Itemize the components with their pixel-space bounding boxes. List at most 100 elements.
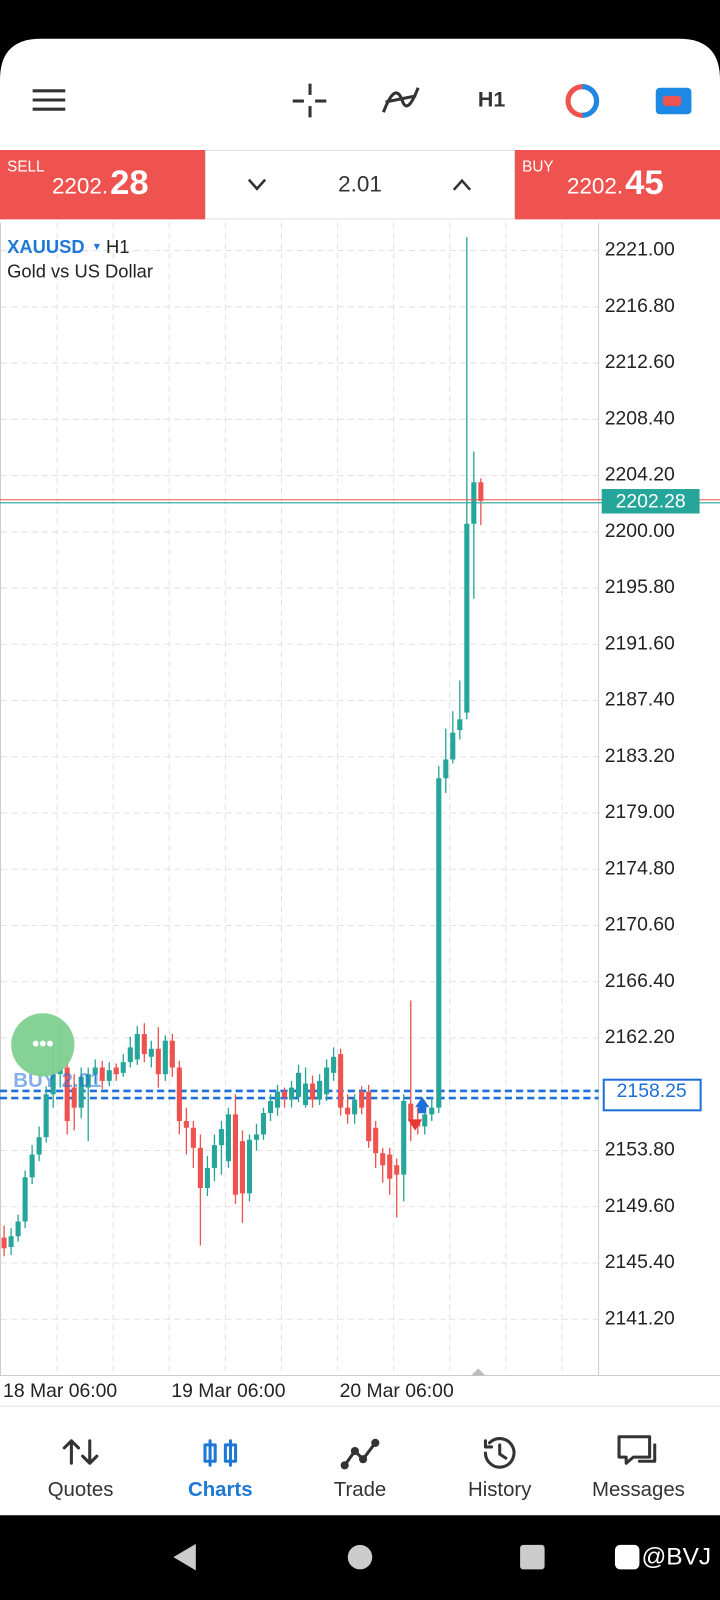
indicators-button[interactable] bbox=[382, 87, 420, 113]
candle-body bbox=[141, 1034, 147, 1055]
candle-body bbox=[429, 1107, 435, 1115]
bid-label-box bbox=[601, 489, 700, 514]
nav-label[interactable]: History bbox=[468, 1479, 532, 1501]
candle-body bbox=[176, 1067, 182, 1122]
chart-description: Gold vs US Dollar bbox=[7, 260, 153, 281]
candle-body bbox=[36, 1137, 42, 1155]
nav-label[interactable]: Quotes bbox=[48, 1479, 114, 1501]
candle-body bbox=[120, 1062, 126, 1073]
candle-body bbox=[401, 1100, 407, 1175]
symbol[interactable]: XAUUSD bbox=[7, 236, 85, 257]
candle-body bbox=[232, 1114, 239, 1195]
crosshair-button[interactable] bbox=[292, 83, 327, 118]
candle-body bbox=[274, 1091, 281, 1108]
y-tick-label: 2187.40 bbox=[605, 689, 675, 711]
symbol-dropdown[interactable] bbox=[93, 243, 100, 250]
volume-up[interactable] bbox=[452, 178, 472, 191]
position-price-label: 2158.25 bbox=[617, 1080, 687, 1102]
bottom-nav: Quotes Charts Trade History Messages bbox=[48, 1435, 685, 1501]
y-tick-label: 2216.80 bbox=[605, 295, 675, 317]
nav-label[interactable]: Messages bbox=[592, 1479, 685, 1501]
candle-body bbox=[134, 1034, 140, 1060]
trade-button[interactable] bbox=[655, 87, 692, 115]
candle-body bbox=[380, 1153, 386, 1166]
candle-body bbox=[106, 1070, 112, 1081]
buy-marker bbox=[415, 1096, 430, 1114]
candle-body bbox=[85, 1074, 91, 1088]
y-tick-label: 2162.20 bbox=[605, 1026, 675, 1048]
y-tick-label: 2212.60 bbox=[605, 351, 675, 373]
sell-marker bbox=[407, 1119, 423, 1131]
candle-body bbox=[239, 1141, 246, 1194]
quick-menu[interactable] bbox=[11, 1013, 75, 1077]
home-button[interactable] bbox=[347, 1544, 373, 1570]
candle-body bbox=[8, 1236, 14, 1247]
nav-icon-dot bbox=[350, 1446, 359, 1456]
buy-price-main: 2202. bbox=[567, 174, 623, 199]
nav-icon bbox=[617, 1435, 657, 1465]
quick-menu-dots: ••• bbox=[32, 1033, 53, 1055]
y-tick-label: 2174.80 bbox=[605, 857, 675, 879]
nav-icon bbox=[483, 1437, 516, 1469]
back-button[interactable] bbox=[173, 1543, 196, 1571]
sell-price-big: 28 bbox=[110, 164, 149, 202]
candle-body bbox=[204, 1167, 210, 1189]
candle-body bbox=[211, 1145, 217, 1168]
candle-body bbox=[71, 1087, 77, 1108]
candle-body bbox=[373, 1127, 379, 1154]
volume-box bbox=[204, 150, 516, 220]
candle-body bbox=[345, 1107, 351, 1115]
sell-button[interactable] bbox=[0, 150, 205, 220]
candle-body bbox=[436, 778, 442, 1108]
candle-body bbox=[162, 1040, 168, 1075]
volume-down[interactable] bbox=[247, 178, 267, 191]
nav-icon-dot bbox=[358, 1455, 368, 1464]
candle-body bbox=[359, 1091, 365, 1108]
y-tick-label: 2170.60 bbox=[605, 914, 675, 936]
buy-price-big: 45 bbox=[625, 164, 664, 202]
app-surface bbox=[0, 38, 720, 1516]
y-tick-label: 2141.20 bbox=[605, 1307, 675, 1329]
watermark: @BVJ bbox=[641, 1544, 711, 1571]
candle-body bbox=[478, 482, 484, 502]
y-tick-label: 2145.40 bbox=[605, 1251, 675, 1273]
y-tick-label: 2204.20 bbox=[605, 464, 675, 486]
candle-body bbox=[50, 1074, 56, 1095]
nav-label[interactable]: Charts bbox=[188, 1479, 253, 1501]
candle-body bbox=[422, 1114, 428, 1127]
buy-button[interactable] bbox=[515, 150, 720, 220]
candle-body bbox=[366, 1091, 372, 1142]
candle-body bbox=[155, 1048, 161, 1075]
objects-button[interactable] bbox=[565, 84, 600, 118]
candle-body bbox=[197, 1147, 203, 1189]
position-label: BUY 2.01 bbox=[13, 1070, 101, 1092]
chart: 2221.00 2216.80 2212.60 2208.40 2204.20 2200.… bbox=[0, 222, 720, 1402]
candle-body bbox=[324, 1067, 330, 1095]
candle-body bbox=[457, 719, 463, 731]
candle-body bbox=[267, 1100, 274, 1114]
bid-label: 2202.28 bbox=[616, 490, 686, 512]
y-tick-label: 2166.40 bbox=[605, 970, 675, 992]
candle-body bbox=[331, 1056, 337, 1073]
y-tick-label: 2195.80 bbox=[605, 576, 675, 598]
candle-body bbox=[352, 1099, 358, 1115]
nav-icon bbox=[203, 1439, 238, 1467]
sell-label: SELL bbox=[7, 158, 44, 175]
candle-body bbox=[296, 1072, 302, 1097]
y-tick-label: 2153.80 bbox=[605, 1139, 675, 1161]
nav-label[interactable]: Trade bbox=[334, 1479, 387, 1501]
timeframe-button[interactable]: H1 bbox=[478, 88, 505, 112]
y-tick-label: 2200.00 bbox=[605, 520, 675, 542]
candle-body bbox=[450, 732, 456, 760]
menu-button[interactable] bbox=[32, 89, 66, 111]
candle-body bbox=[127, 1047, 133, 1063]
y-tick-label: 2221.00 bbox=[605, 239, 675, 261]
candle-body bbox=[29, 1154, 35, 1178]
x-tick-label: 19 Mar 06:00 bbox=[171, 1380, 285, 1402]
y-tick-label: 2183.20 bbox=[605, 745, 675, 767]
position-label-box bbox=[602, 1078, 702, 1112]
volume[interactable]: 2.01 bbox=[338, 172, 382, 197]
recents-button[interactable] bbox=[520, 1544, 545, 1570]
candle-body bbox=[310, 1083, 316, 1100]
x-tick-label: 20 Mar 06:00 bbox=[340, 1380, 454, 1402]
